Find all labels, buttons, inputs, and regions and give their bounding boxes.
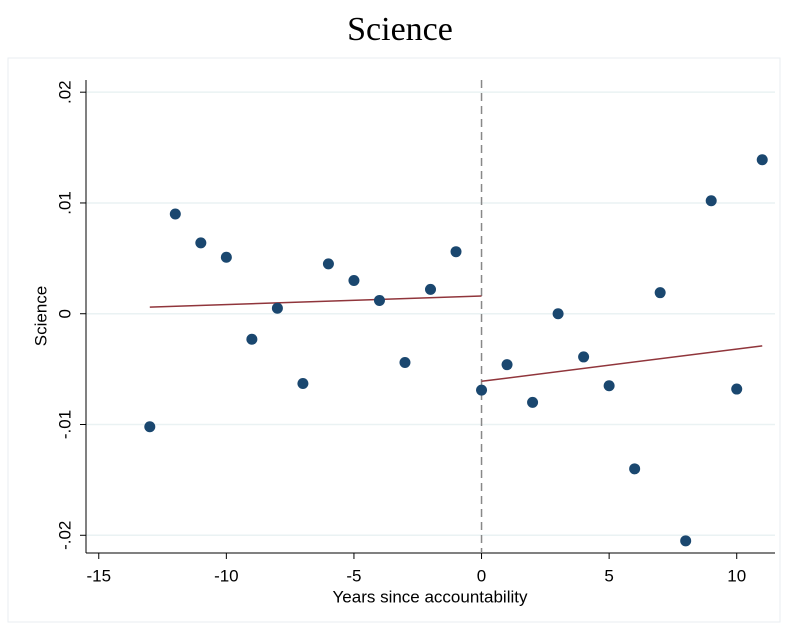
x-tick-label: 5 xyxy=(604,566,613,585)
point xyxy=(654,287,666,299)
point xyxy=(271,302,283,314)
x-axis-label: Years since accountability xyxy=(333,587,528,606)
point xyxy=(476,384,488,396)
y-tick-label: -.01 xyxy=(55,410,74,439)
x-tick-label: 10 xyxy=(727,566,746,585)
point xyxy=(552,308,564,320)
point xyxy=(297,378,309,390)
x-tick-label: -5 xyxy=(346,566,361,585)
y-axis-label: Science xyxy=(31,286,50,346)
point xyxy=(629,463,641,475)
y-tick-label: -.02 xyxy=(55,521,74,550)
point xyxy=(756,154,768,166)
x-tick-label: 0 xyxy=(477,566,486,585)
fit-line xyxy=(149,295,482,308)
point xyxy=(246,333,258,345)
point xyxy=(603,380,615,392)
point xyxy=(144,421,156,433)
point xyxy=(169,208,181,220)
chart-title: Science xyxy=(347,11,453,48)
plot-region xyxy=(7,57,781,623)
y-tick-label: 0 xyxy=(55,309,74,318)
point xyxy=(578,351,590,363)
x-tick-label: -10 xyxy=(214,566,239,585)
point xyxy=(348,274,360,286)
point xyxy=(450,246,462,258)
point xyxy=(399,356,411,368)
point xyxy=(322,258,334,270)
point xyxy=(705,195,717,207)
y-tick-label: .01 xyxy=(55,191,74,215)
point xyxy=(195,237,207,249)
y-tick-label: .02 xyxy=(55,80,74,104)
point xyxy=(680,535,692,547)
point xyxy=(527,396,539,408)
point xyxy=(425,283,436,295)
point xyxy=(501,359,513,371)
point xyxy=(373,294,385,306)
x-tick-label: -15 xyxy=(86,566,111,585)
point xyxy=(220,251,232,263)
point xyxy=(731,383,743,395)
fit-line xyxy=(481,345,763,383)
